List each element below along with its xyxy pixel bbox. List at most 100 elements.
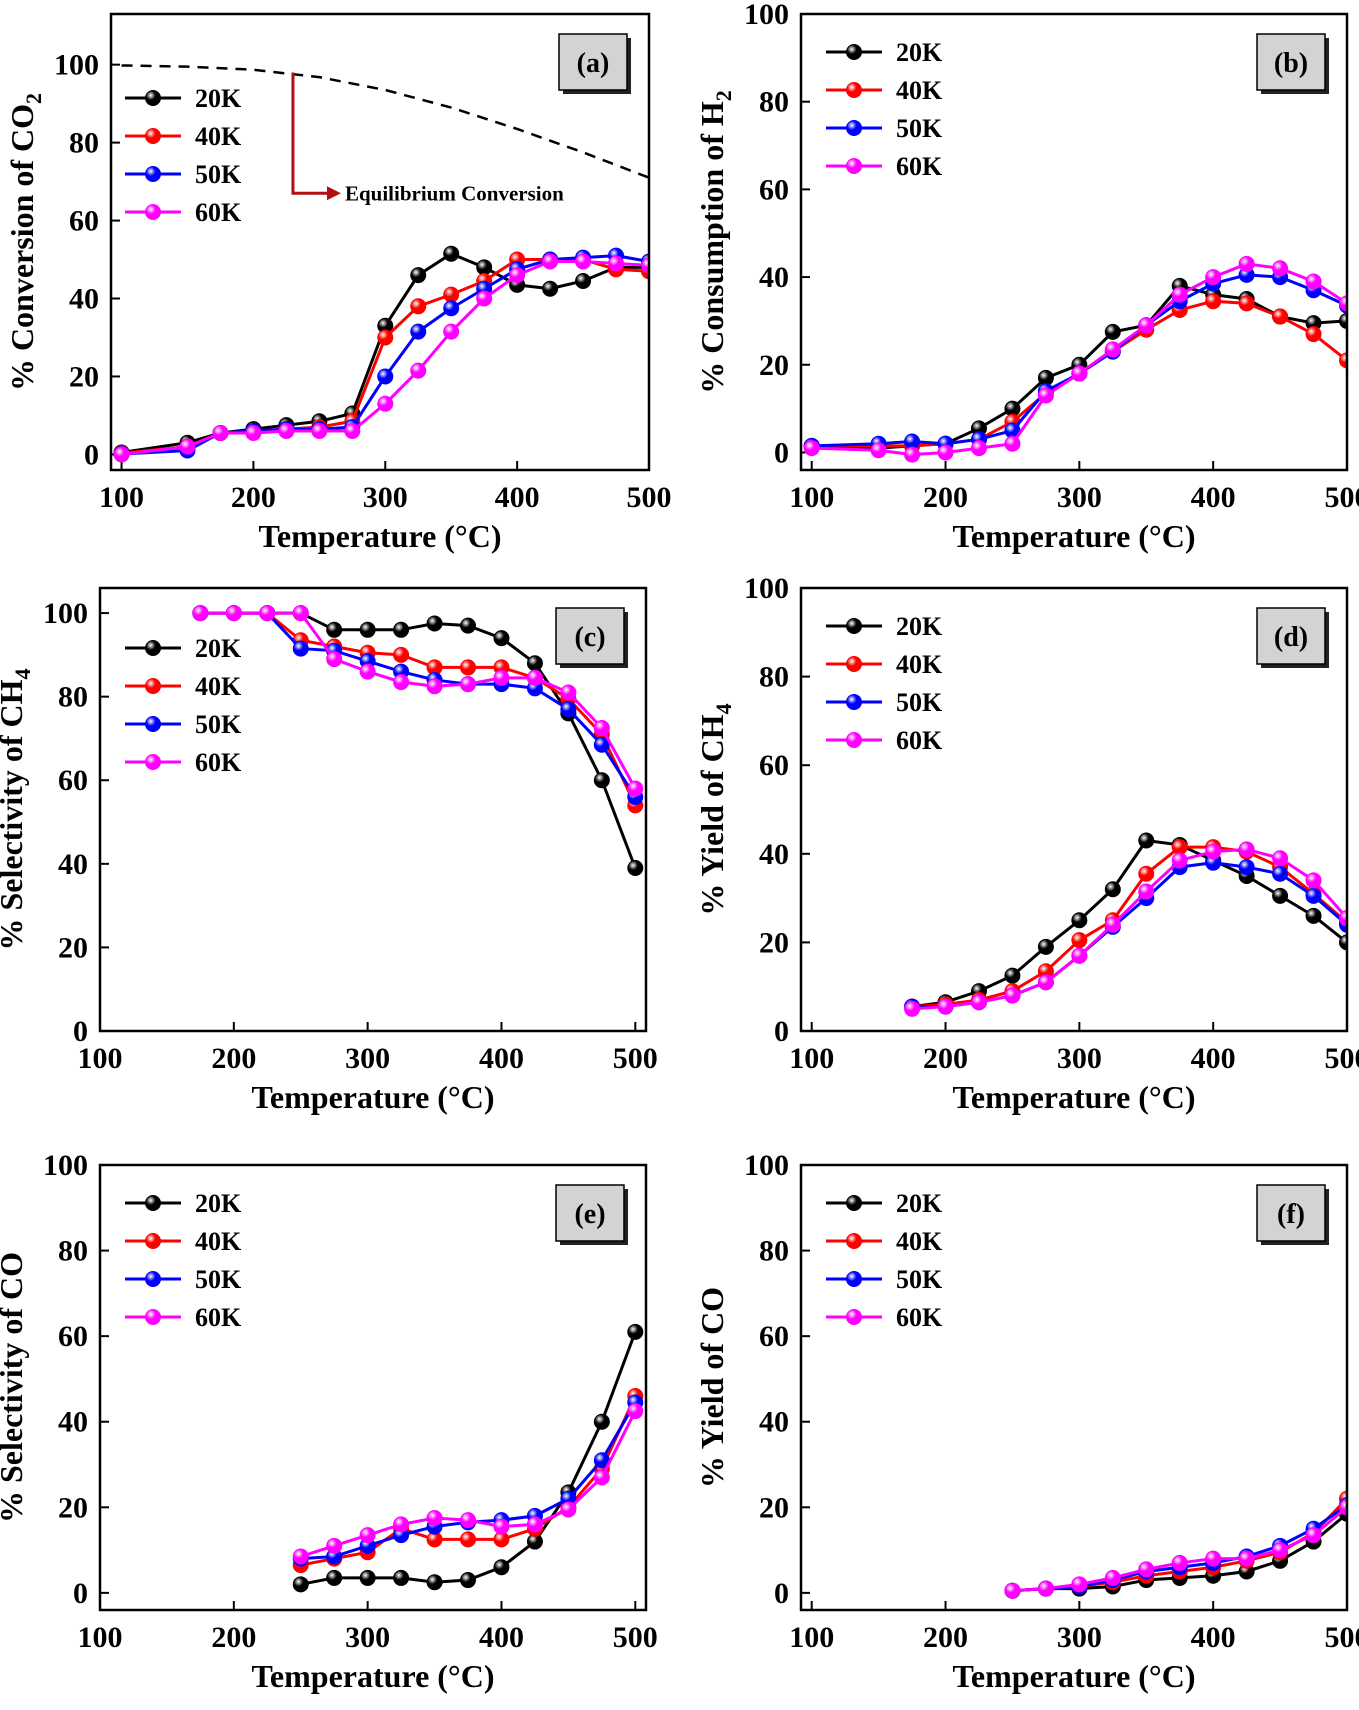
data-point-60K xyxy=(1004,987,1021,1004)
legend-marker-40K xyxy=(846,1233,862,1249)
x-tick-label: 100 xyxy=(78,1042,123,1075)
legend-marker-50K xyxy=(846,120,862,136)
data-point-60K xyxy=(970,440,987,457)
x-tick-label: 300 xyxy=(1057,1621,1102,1654)
data-point-20K xyxy=(1104,881,1121,898)
data-point-60K xyxy=(1305,872,1322,889)
data-point-40K xyxy=(1205,293,1222,310)
data-point-20K xyxy=(1305,907,1322,924)
y-axis-label: % Yield of CH4 xyxy=(694,703,736,915)
series-line-20K xyxy=(121,252,649,454)
legend-label-60K: 60K xyxy=(195,1303,242,1332)
y-axis-label-subscript: 4 xyxy=(711,703,736,714)
x-axis-label: Temperature (°C) xyxy=(953,1658,1196,1694)
data-point-60K xyxy=(526,1516,543,1533)
data-point-60K xyxy=(1339,295,1347,312)
y-tick-label: 20 xyxy=(759,1491,789,1524)
x-tick-label: 100 xyxy=(78,1621,123,1654)
data-point-60K xyxy=(359,1527,376,1544)
y-axis-label: % Yield of CO xyxy=(694,1287,730,1488)
plot-area xyxy=(803,255,1347,463)
data-point-20K xyxy=(292,1576,309,1593)
y-tick-label: 20 xyxy=(58,931,88,964)
y-tick-label: 100 xyxy=(54,49,99,82)
data-point-50K xyxy=(377,368,394,385)
data-point-60K xyxy=(1104,341,1121,358)
data-point-60K xyxy=(460,1512,477,1529)
data-point-60K xyxy=(426,1510,443,1527)
legend-label-20K: 20K xyxy=(195,1189,242,1218)
data-point-20K xyxy=(393,621,410,638)
plot-frame xyxy=(98,586,648,1033)
data-point-60K xyxy=(1004,435,1021,452)
y-axis-label: % Selectivity of CO xyxy=(0,1252,29,1523)
data-point-60K xyxy=(410,362,427,379)
panel-a: 100 200 300 400 500 0 20 40 60 80 100 Temperature (… xyxy=(4,12,672,554)
plot-area xyxy=(1004,1490,1347,1599)
data-point-60K xyxy=(292,605,309,622)
y-tick-label: 80 xyxy=(58,681,88,714)
data-point-60K xyxy=(426,678,443,695)
x-tick-label: 400 xyxy=(479,1042,524,1075)
y-tick-label: 0 xyxy=(84,438,99,471)
data-point-60K xyxy=(1205,843,1222,860)
data-point-50K xyxy=(443,300,460,317)
data-point-20K xyxy=(1071,912,1088,929)
data-point-60K xyxy=(1071,1576,1088,1593)
series-line-40K xyxy=(121,258,649,455)
data-point-20K xyxy=(1104,323,1121,340)
x-tick-label: 200 xyxy=(231,481,276,514)
y-axis-label: % Consumption of H2 xyxy=(694,90,736,394)
data-point-60K xyxy=(393,1516,410,1533)
data-point-60K xyxy=(179,438,196,455)
y-tick-label: 40 xyxy=(58,848,88,881)
data-point-40K xyxy=(1071,932,1088,949)
series-line-60K xyxy=(121,259,649,456)
y-tick-label: 100 xyxy=(744,1149,789,1182)
legend-label-60K: 60K xyxy=(195,198,242,227)
data-point-60K xyxy=(1037,974,1054,991)
data-point-20K xyxy=(460,1572,477,1589)
legend-marker-60K xyxy=(145,1309,161,1325)
y-tick-label: 80 xyxy=(759,1235,789,1268)
data-point-60K xyxy=(326,651,343,668)
data-point-60K xyxy=(575,253,592,270)
panel-badge xyxy=(555,1184,625,1242)
data-point-60K xyxy=(1339,910,1347,927)
data-point-60K xyxy=(1071,947,1088,964)
x-tick-label: 500 xyxy=(613,1621,658,1654)
data-point-60K xyxy=(259,605,276,622)
legend-marker-40K xyxy=(846,82,862,98)
legend-label-40K: 40K xyxy=(896,1227,943,1256)
legend-label-40K: 40K xyxy=(896,650,943,679)
data-point-60K xyxy=(1138,317,1155,334)
x-tick-label: 300 xyxy=(363,481,408,514)
data-point-60K xyxy=(870,442,887,459)
x-axis-label: Temperature (°C) xyxy=(259,518,502,554)
data-point-60K xyxy=(113,446,130,463)
y-tick-label: 40 xyxy=(69,283,99,316)
data-point-60K xyxy=(1272,850,1289,867)
data-point-60K xyxy=(542,253,559,270)
data-point-60K xyxy=(326,1537,343,1554)
data-point-40K xyxy=(410,298,427,315)
data-point-20K xyxy=(493,1559,510,1576)
data-point-60K xyxy=(1238,841,1255,858)
y-tick-label: 20 xyxy=(759,349,789,382)
legend-marker-60K xyxy=(846,1309,862,1325)
data-point-60K xyxy=(970,994,987,1011)
legend-marker-50K xyxy=(846,694,862,710)
y-tick-label: 40 xyxy=(759,1406,789,1439)
y-tick-label: 20 xyxy=(69,360,99,393)
data-point-50K xyxy=(593,736,610,753)
y-tick-label: 60 xyxy=(58,764,88,797)
data-point-60K xyxy=(1272,260,1289,277)
data-point-60K xyxy=(560,684,577,701)
data-point-60K xyxy=(803,440,820,457)
data-point-60K xyxy=(1238,1550,1255,1567)
data-point-50K xyxy=(560,701,577,718)
data-point-20K xyxy=(476,259,493,276)
data-point-50K xyxy=(1272,865,1289,882)
data-point-40K xyxy=(1305,326,1322,343)
legend-label-40K: 40K xyxy=(195,672,242,701)
